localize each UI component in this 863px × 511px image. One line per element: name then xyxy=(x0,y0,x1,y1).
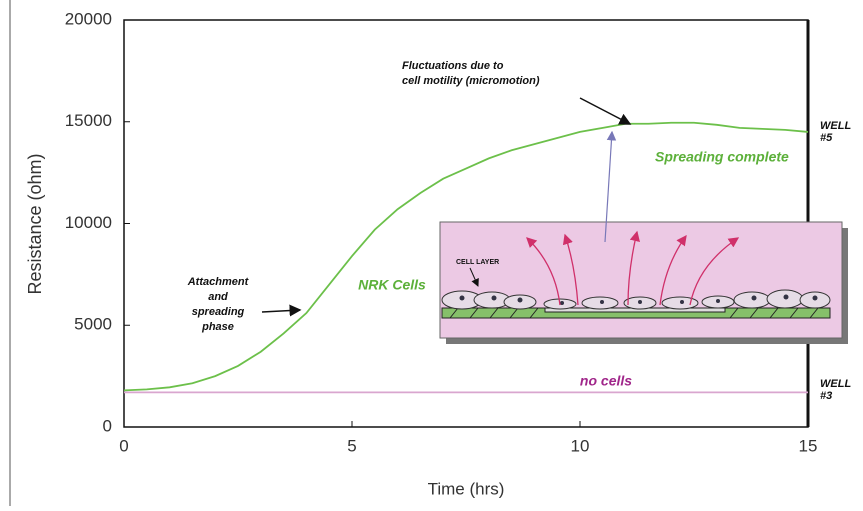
annotation: #3 xyxy=(820,390,832,402)
annotation: Fluctuations due to xyxy=(402,60,504,72)
annotation: Attachment xyxy=(187,276,250,288)
substrate-hatch xyxy=(449,307,819,319)
y-tick-label: 10000 xyxy=(65,213,112,232)
y-tick-label: 15000 xyxy=(65,111,112,130)
inset-box xyxy=(439,221,843,339)
cell-layer-label: CELL LAYER xyxy=(456,259,499,266)
attachment-arrow xyxy=(261,304,302,317)
x-tick-label: 10 xyxy=(571,436,590,455)
y-tick-label: 5000 xyxy=(74,315,112,334)
y-tick-label: 0 xyxy=(103,416,112,435)
nuclei xyxy=(459,294,818,305)
x-tick-label: 5 xyxy=(347,436,356,455)
annotation: and xyxy=(208,291,228,303)
current-arrows xyxy=(526,230,740,306)
annotation: spreading xyxy=(192,306,245,318)
annotation: Spreading complete xyxy=(655,149,789,165)
y-axis-label: Resistance (ohm) xyxy=(25,153,45,294)
series-label: no cells xyxy=(580,373,632,389)
micromotion-arrow xyxy=(579,97,632,125)
y-tick-label: 20000 xyxy=(65,9,112,28)
cell-layer-arrow xyxy=(469,267,479,287)
series-line xyxy=(123,121,809,392)
annotation: phase xyxy=(201,321,234,333)
annotation: cell motility (micromotion) xyxy=(402,75,540,87)
signal-arrow xyxy=(604,130,617,243)
series-label: NRK Cells xyxy=(358,277,426,293)
annotation: WELL xyxy=(820,378,851,390)
cell-layer-inset: CELL LAYER xyxy=(439,221,848,344)
x-tick-label: 0 xyxy=(119,436,128,455)
x-tick-label: 15 xyxy=(799,436,818,455)
annotation: #5 xyxy=(820,132,833,144)
x-axis-label: Time (hrs) xyxy=(428,479,505,498)
annotation: WELL xyxy=(820,120,851,132)
